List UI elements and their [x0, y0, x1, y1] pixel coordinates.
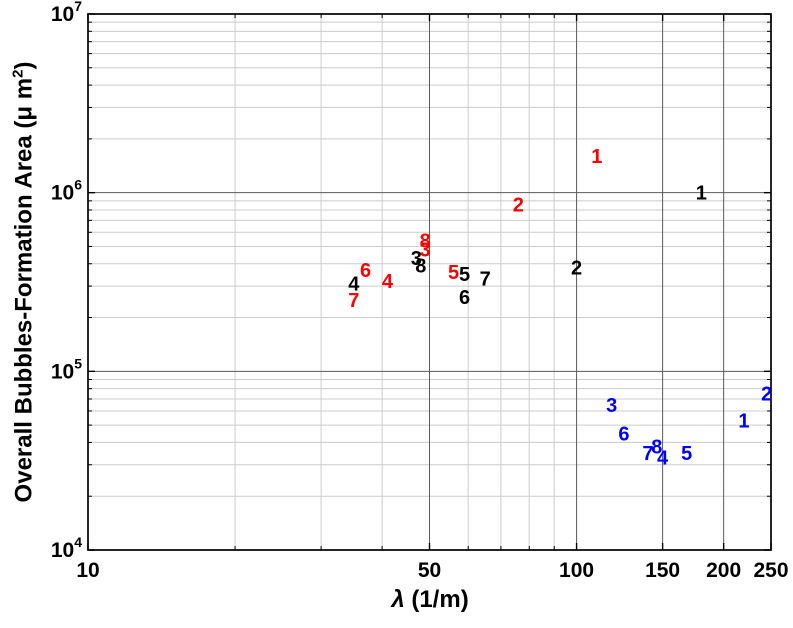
x-tick-label: 200 — [706, 559, 741, 582]
data-point-blue-series: 3 — [606, 395, 617, 417]
data-point-blue-series: 7 — [642, 443, 653, 465]
x-tick-label: 150 — [645, 559, 680, 582]
data-point-blue-series: 1 — [738, 411, 749, 433]
lambda-symbol: λ — [391, 586, 405, 613]
y-axis-label-text: Overall Bubbles-Formation Area (μ m — [10, 77, 38, 503]
y-tick-label: 105 — [51, 355, 82, 383]
data-point-black-series: 2 — [571, 258, 582, 280]
data-point-red-series: 1 — [591, 146, 602, 168]
y-axis-label: Overall Bubbles-Formation Area (μ m2) — [10, 62, 39, 503]
x-axis-label: λ (1/m) — [391, 586, 468, 614]
data-point-red-series: 5 — [448, 262, 459, 284]
data-point-red-series: 8 — [420, 230, 431, 252]
data-point-blue-series: 2 — [761, 384, 772, 406]
data-point-black-series: 4 — [348, 274, 360, 296]
data-point-red-series: 2 — [513, 194, 524, 216]
data-point-black-series: 7 — [480, 269, 491, 291]
x-tick-label: 250 — [753, 559, 788, 582]
data-point-blue-series: 6 — [618, 423, 629, 445]
data-point-blue-series: 5 — [681, 443, 692, 465]
data-point-red-series: 7 — [348, 290, 359, 312]
data-point-black-series: 8 — [415, 256, 426, 278]
x-tick-label: 10 — [76, 559, 99, 582]
y-tick-label: 106 — [51, 177, 82, 205]
data-point-blue-series: 8 — [651, 436, 662, 458]
y-axis-label-close: ) — [10, 61, 38, 70]
data-point-black-series: 1 — [696, 183, 707, 205]
x-tick-label: 50 — [418, 559, 441, 582]
data-point-black-series: 5 — [459, 264, 470, 286]
data-point-black-series: 6 — [459, 287, 470, 309]
data-point-red-series: 4 — [382, 271, 394, 293]
x-axis-label-text: (1/m) — [404, 586, 469, 613]
y-tick-label: 107 — [51, 0, 82, 26]
data-point-red-series: 3 — [420, 240, 431, 262]
y-axis-label-exponent: 2 — [9, 69, 27, 78]
data-point-red-series: 6 — [360, 260, 371, 282]
data-point-black-series: 3 — [411, 248, 422, 270]
x-tick-label: 100 — [559, 559, 594, 582]
data-point-blue-series: 4 — [657, 447, 669, 469]
y-tick-label: 104 — [51, 534, 82, 562]
